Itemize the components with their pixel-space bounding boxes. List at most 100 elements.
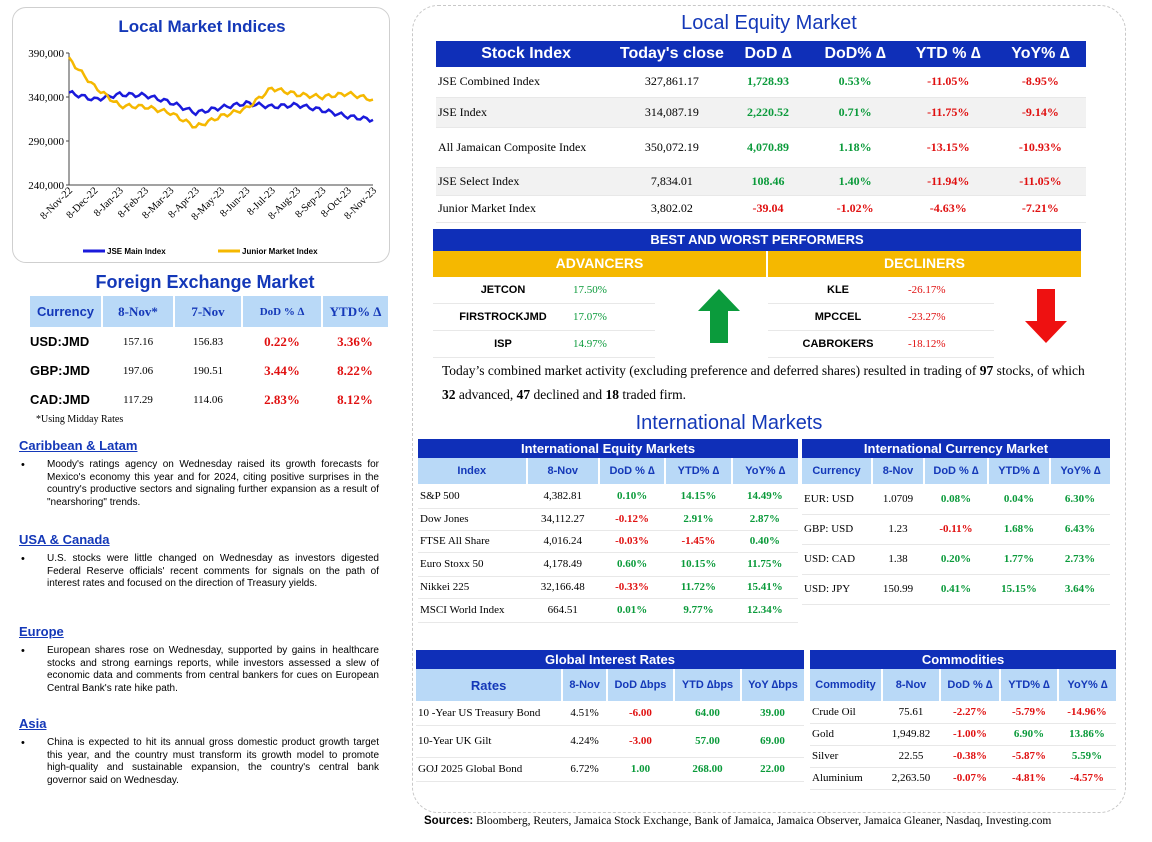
equity-row: JSE Combined Index 327,861.17 1,728.93 0.53… — [436, 67, 1086, 98]
equity-yoy: 15.41% — [731, 576, 798, 599]
rates-name: GOJ 2025 Global Bond — [416, 757, 563, 782]
commodities-header: YoY% ∆ — [1057, 669, 1116, 701]
commodities-name: Aluminium — [810, 767, 882, 790]
fx-row: CAD:JMD 117.29 114.06 2.83% 8.12% — [30, 385, 388, 414]
news-section-title[interactable]: Caribbean & Latam — [19, 438, 138, 453]
rates-header: DoD ∆bps — [605, 669, 674, 701]
commodities-row: Gold 1,949.82 -1.00% 6.90% 13.86% — [810, 723, 1116, 746]
summary-text: stocks, of which — [993, 363, 1085, 378]
news-section-title[interactable]: Europe — [19, 624, 64, 639]
news-bullet: Moody's ratings agency on Wednesday rais… — [19, 459, 379, 509]
fx-table: Currency 8-Nov* 7-Nov DoD % ∆ YTD% ∆ USD… — [30, 296, 388, 414]
currency-name: USD: CAD — [802, 544, 872, 575]
commodities-ytd: -5.79% — [1000, 701, 1058, 724]
commodities-ytd: -5.87% — [1000, 745, 1058, 768]
decliners-row: KLE -26.17% — [768, 277, 994, 304]
equity-ytd: 10.15% — [665, 552, 732, 577]
rates-ytd: 268.00 — [673, 757, 741, 782]
local-equity-title: Local Equity Market — [681, 12, 857, 34]
intl-equity-header: DoD % ∆ — [597, 458, 666, 484]
local-equity-table: Stock Index Today's close DoD ∆ DoD% ∆ Y… — [436, 41, 1086, 223]
equity-ytd: 14.15% — [665, 484, 732, 509]
fx-note: *Using Midday Rates — [36, 414, 124, 425]
currency-name: EUR: USD — [802, 484, 872, 515]
equity-dod: -0.33% — [598, 576, 666, 599]
summary-total: 97 — [979, 363, 994, 378]
equity-yoy: -8.95% — [994, 67, 1086, 98]
rates-value: 4.51% — [562, 701, 607, 726]
equity-yoy: -11.05% — [994, 167, 1086, 196]
equity-row: MSCI World Index 664.51 0.01% 9.77% 12.34% — [418, 598, 798, 623]
y-tick-label: 340,000 — [28, 92, 64, 104]
equity-row: Nikkei 225 32,166.48 -0.33% 11.72% 15.41% — [418, 576, 798, 599]
equity-dod: 0.60% — [598, 552, 666, 577]
equity-value: 34,112.27 — [526, 508, 599, 531]
intl-equity-header: 8-Nov — [525, 458, 599, 484]
green-up-arrow-icon — [698, 289, 740, 343]
fx-currency: USD:JMD — [30, 334, 90, 349]
decliners-value: -18.12% — [908, 338, 946, 350]
currency-dod: 0.08% — [924, 484, 988, 515]
equity-dod: 108.46 — [727, 167, 809, 196]
fx-current: 117.29 — [123, 393, 153, 406]
advancers-value: 17.07% — [573, 311, 607, 323]
rates-header: YTD ∆bps — [672, 669, 741, 701]
sources-line: Sources: Bloomberg, Reuters, Jamaica Sto… — [424, 815, 1051, 827]
currency-name: GBP: USD — [802, 514, 872, 545]
commodities-name: Silver — [810, 745, 882, 768]
decliners-name: CABROKERS — [802, 338, 874, 350]
summary-advanced: 32 — [442, 387, 456, 402]
currency-dod: -0.11% — [924, 514, 988, 545]
rates-yoy: 69.00 — [741, 725, 804, 758]
news-section-title[interactable]: USA & Canada — [19, 532, 110, 547]
rates-value: 4.24% — [562, 725, 607, 758]
equity-row: All Jamaican Composite Index 350,072.19 4,… — [436, 127, 1086, 168]
performers-title: BEST AND WORST PERFORMERS — [433, 229, 1081, 251]
summary-text: declined and — [530, 387, 606, 402]
decliners-name: KLE — [827, 284, 849, 296]
equity-header: YTD % ∆ — [915, 45, 981, 62]
equity-ytd: -11.94% — [901, 167, 995, 196]
fx-dod: 2.83% — [264, 391, 300, 407]
equity-name: JSE Combined Index — [436, 67, 617, 98]
equity-dod: 0.10% — [598, 484, 666, 509]
rates-ytd: 57.00 — [673, 725, 741, 758]
equity-header: Stock Index — [481, 45, 571, 62]
equity-name: FTSE All Share — [418, 530, 527, 553]
news-section: USA & Canada U.S. stocks were little chan… — [19, 532, 379, 591]
fx-row: GBP:JMD 197.06 190.51 3.44% 8.22% — [30, 356, 388, 385]
legend-label: JSE Main Index — [107, 247, 166, 256]
sources-label: Sources: — [424, 815, 474, 827]
equity-dod: 4,070.89 — [727, 127, 809, 168]
currency-yoy: 6.30% — [1050, 484, 1110, 515]
advancers-row: FIRSTROCKJMD 17.07% — [433, 304, 655, 331]
commodities-title: Commodities — [810, 650, 1116, 669]
equity-yoy: 12.34% — [731, 598, 798, 623]
equity-close: 350,072.19 — [616, 127, 728, 168]
commodities-value: 75.61 — [882, 701, 940, 724]
currency-ytd: 15.15% — [988, 574, 1050, 605]
news-section-title[interactable]: Asia — [19, 716, 47, 731]
equity-name: Euro Stoxx 50 — [418, 552, 527, 577]
fx-previous: 156.83 — [192, 335, 224, 348]
currency-yoy: 6.43% — [1050, 514, 1110, 545]
intl-equity-header: Index — [457, 465, 487, 477]
local-indices-chart: 390,000340,000290,000240,0008-Nov-228-De… — [28, 48, 379, 256]
commodities-panel: Commodities Commodity 8-Nov DoD % ∆ YTD%… — [810, 650, 1116, 790]
intl-currency-title: International Currency Market — [802, 439, 1110, 458]
equity-header: DoD% ∆ — [824, 45, 886, 62]
legend-label: Junior Market Index — [242, 247, 318, 256]
series-line — [68, 89, 374, 124]
rates-ytd: 64.00 — [673, 701, 741, 726]
intl-equity-header: YoY% ∆ — [730, 458, 798, 484]
currency-yoy: 3.64% — [1050, 574, 1110, 605]
currency-ytd: 0.04% — [988, 484, 1050, 515]
fx-row: USD:JMD 157.16 156.83 0.22% 3.36% — [30, 327, 388, 356]
commodities-ytd: 6.90% — [1000, 723, 1058, 746]
equity-dod: 1,728.93 — [727, 67, 809, 98]
news-bullet: China is expected to hit its annual gros… — [19, 737, 379, 787]
equity-close: 3,802.02 — [616, 195, 728, 223]
equity-name: S&P 500 — [418, 484, 527, 509]
summary-text: advanced, — [455, 387, 517, 402]
fx-dod: 3.44% — [264, 362, 300, 378]
